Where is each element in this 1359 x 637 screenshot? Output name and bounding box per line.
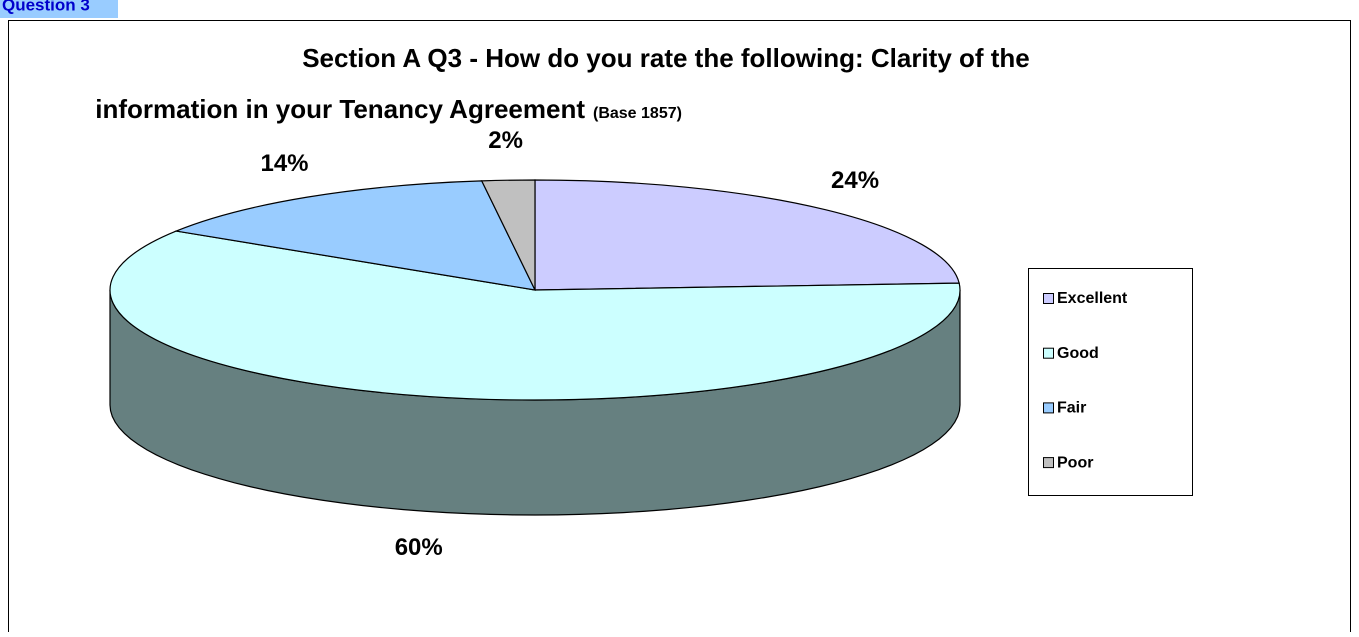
legend-label: Poor xyxy=(1057,454,1093,471)
legend-label: Fair xyxy=(1057,400,1086,417)
data-label: 60% xyxy=(395,534,443,561)
data-label: 2% xyxy=(488,127,523,154)
data-label: 24% xyxy=(831,167,879,194)
pie-slice xyxy=(109,230,961,401)
legend-swatch xyxy=(1043,293,1054,304)
chart-title: information in your Tenancy Agreement xyxy=(95,94,585,124)
legend-label: Good xyxy=(1057,345,1099,362)
legend-swatch xyxy=(1043,402,1054,414)
data-label: 14% xyxy=(260,150,308,177)
pie-slice xyxy=(173,180,537,291)
chart-subtitle: (Base 1857) xyxy=(593,105,682,122)
legend-swatch xyxy=(1043,347,1054,359)
legend-swatch xyxy=(1043,457,1054,469)
header: Question 3 xyxy=(2,0,90,14)
pie-slice xyxy=(534,179,960,291)
pie-slice xyxy=(480,179,536,291)
chart-frame xyxy=(8,20,1351,637)
chart-title: Section A Q3 - How do you rate the follo… xyxy=(302,43,1030,73)
legend-label: Excellent xyxy=(1057,290,1128,307)
legend xyxy=(1028,268,1193,496)
header-highlight xyxy=(0,0,118,18)
